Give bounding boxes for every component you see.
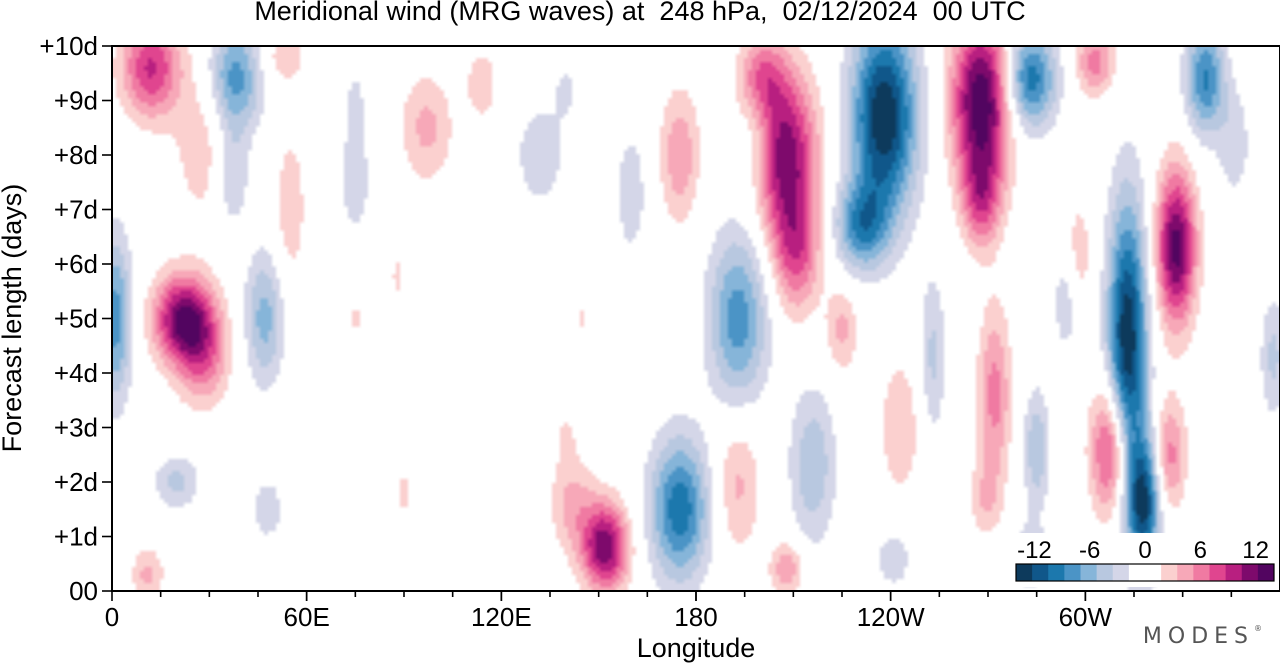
y-tick-label: +7d [54, 195, 98, 225]
y-tick-label: +8d [54, 140, 98, 170]
y-tick-label: 00 [69, 576, 98, 606]
brand-mark: ® [1254, 624, 1262, 633]
colorbar-swatch [1096, 564, 1114, 581]
colorbar-label: 0 [1138, 537, 1151, 564]
y-tick-label: +10d [39, 31, 98, 61]
colorbar-swatch [1225, 564, 1243, 581]
colorbar-swatch [1209, 564, 1227, 581]
chart-title: Meridional wind (MRG waves) at 248 hPa, … [254, 0, 1026, 26]
y-tick-label: +4d [54, 358, 98, 388]
colorbar-label: -12 [1017, 537, 1052, 564]
x-tick-label: 60W [1059, 602, 1113, 632]
x-tick-label: 180 [674, 602, 717, 632]
colorbar-swatch [1016, 564, 1033, 581]
colorbar-swatch [1177, 564, 1194, 581]
x-axis: 0 60E 120E 180 120W 60W [105, 591, 1233, 632]
x-tick-label: 60E [284, 602, 330, 632]
x-tick-label: 120W [857, 602, 925, 632]
colorbar-swatch [1112, 564, 1130, 581]
y-axis: 00 +1d +2d +3d +4d +5d +6d +7d +8d +9d +10d [39, 31, 112, 606]
wind-field-image [112, 46, 1280, 591]
y-tick-label: +1d [54, 522, 98, 552]
colorbar-swatch [1080, 564, 1098, 581]
y-tick-label: +9d [54, 86, 98, 116]
colorbar: -12 -6 0 6 12 [1008, 533, 1278, 587]
colorbar-swatch [1128, 564, 1146, 581]
y-axis-label: Forecast length (days) [0, 184, 27, 453]
y-tick-label: +2d [54, 467, 98, 497]
colorbar-label: 6 [1194, 537, 1207, 564]
x-axis-label: Longitude [637, 633, 756, 663]
colorbar-frame [1015, 563, 1275, 582]
y-tick-label: +6d [54, 249, 98, 279]
colorbar-swatch [1241, 564, 1259, 581]
colorbar-swatch [1064, 564, 1081, 581]
colorbar-label: -6 [1079, 537, 1100, 564]
y-tick-label: +3d [54, 413, 98, 443]
colorbar-swatch [1048, 564, 1065, 581]
colorbar-swatch [1145, 564, 1162, 581]
x-tick-label: 120E [471, 602, 532, 632]
y-tick-label: +5d [54, 304, 98, 334]
colorbar-label: 12 [1242, 537, 1269, 564]
brand-logo: MODES® [1143, 624, 1262, 649]
x-tick-label: 0 [105, 602, 119, 632]
colorbar-swatch [1032, 564, 1049, 581]
brand-text: MODES [1142, 624, 1254, 649]
colorbar-swatch [1257, 564, 1275, 581]
colorbar-swatch [1161, 564, 1178, 581]
colorbar-swatch [1193, 564, 1210, 581]
